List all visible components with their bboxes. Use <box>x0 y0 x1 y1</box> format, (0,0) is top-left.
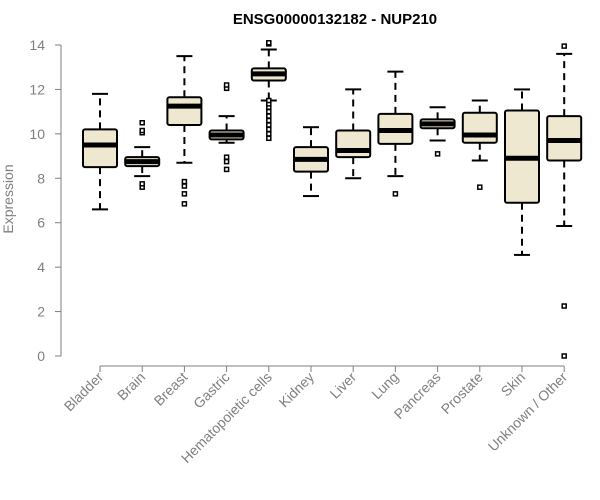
x-tick-label: Breast <box>151 369 191 409</box>
x-tick-label: Kidney <box>276 369 318 411</box>
outlier-point <box>266 126 272 133</box>
box-1 <box>124 120 161 190</box>
x-tick-label: Liver <box>327 369 360 402</box>
outlier-point <box>139 181 145 187</box>
outlier-point <box>223 166 230 173</box>
x-tick-label: Unknown / Other <box>485 369 571 455</box>
outlier-point <box>181 191 188 197</box>
y-tick-label: 0 <box>37 348 45 364</box>
box-rect <box>335 129 372 159</box>
box-6 <box>335 88 372 180</box>
outlier-point <box>266 122 272 128</box>
x-tick-label: Prostate <box>438 369 486 417</box>
x-tick-label: Skin <box>498 369 529 400</box>
outlier-point <box>266 108 272 115</box>
y-tick-label: 8 <box>37 170 45 186</box>
y-axis: 0 2 4 6 8 10 12 14 <box>29 37 62 364</box>
outlier-point <box>181 201 188 207</box>
chart-title: ENSG00000132182 - NUP210 <box>233 11 437 28</box>
outlier-point <box>266 135 272 142</box>
outlier-point <box>266 113 272 119</box>
outlier-point <box>223 82 230 88</box>
y-tick-label: 2 <box>37 304 45 320</box>
outlier-point <box>266 97 272 104</box>
x-tick-label: Brain <box>114 369 148 403</box>
boxes-group <box>82 40 583 359</box>
box-4 <box>250 40 287 142</box>
outlier-point <box>181 183 188 189</box>
box-11 <box>546 43 583 359</box>
box-rect <box>461 111 498 144</box>
box-rect <box>166 96 203 126</box>
outlier-point <box>561 303 567 309</box>
y-tick-label: 12 <box>29 81 45 97</box>
y-tick-label: 14 <box>29 37 45 53</box>
outlier-point <box>181 178 188 185</box>
box-9 <box>461 99 498 190</box>
y-tick-label: 4 <box>37 259 45 275</box>
outlier-point <box>392 191 399 197</box>
outlier-point <box>139 120 145 126</box>
y-tick-label: 10 <box>29 126 45 142</box>
box-rect <box>82 128 118 169</box>
x-tick-label: Lung <box>368 369 401 402</box>
x-tick-label: Bladder <box>61 369 107 415</box>
outlier-point <box>266 117 272 124</box>
outlier-point <box>434 151 441 157</box>
box-7 <box>377 70 414 197</box>
outlier-point <box>266 40 272 46</box>
outlier-point <box>223 158 230 165</box>
box-5 <box>293 126 329 198</box>
outlier-point <box>561 43 567 49</box>
outlier-point <box>223 154 230 160</box>
box-8 <box>419 106 456 157</box>
box-2 <box>166 55 203 207</box>
outlier-point <box>561 353 567 359</box>
y-tick-label: 6 <box>37 215 45 231</box>
outlier-point <box>139 127 145 134</box>
box-10 <box>504 88 540 256</box>
outlier-point <box>266 131 272 137</box>
outlier-point <box>477 184 483 190</box>
x-tick-label: Pancreas <box>391 369 444 422</box>
box-3 <box>208 82 245 173</box>
box-0 <box>82 92 118 211</box>
y-axis-label: Expression <box>0 164 16 233</box>
